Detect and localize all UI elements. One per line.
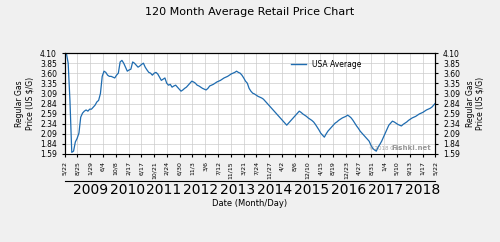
Y-axis label: Regular Gas
Price (US $/G): Regular Gas Price (US $/G) <box>466 77 485 130</box>
USA Average <box>62 52 68 55</box>
Text: ©2018 Gas: ©2018 Gas <box>368 145 400 151</box>
USA Average <box>422 110 428 113</box>
Line: USA Average: USA Average <box>64 53 436 152</box>
Y-axis label: Regular Gas
Price (US $/G): Regular Gas Price (US $/G) <box>15 77 34 130</box>
Text: 120 Month Average Retail Price Chart: 120 Month Average Retail Price Chart <box>146 7 354 17</box>
USA Average <box>326 128 332 131</box>
Text: Fishki.net: Fishki.net <box>391 144 430 151</box>
X-axis label: Date (Month/Day): Date (Month/Day) <box>212 199 288 208</box>
USA Average <box>305 116 311 119</box>
USA Average <box>90 106 96 109</box>
USA Average <box>154 73 160 76</box>
Legend: USA Average: USA Average <box>288 57 365 72</box>
USA Average <box>192 82 198 85</box>
USA Average <box>432 102 438 105</box>
USA Average <box>69 151 75 154</box>
